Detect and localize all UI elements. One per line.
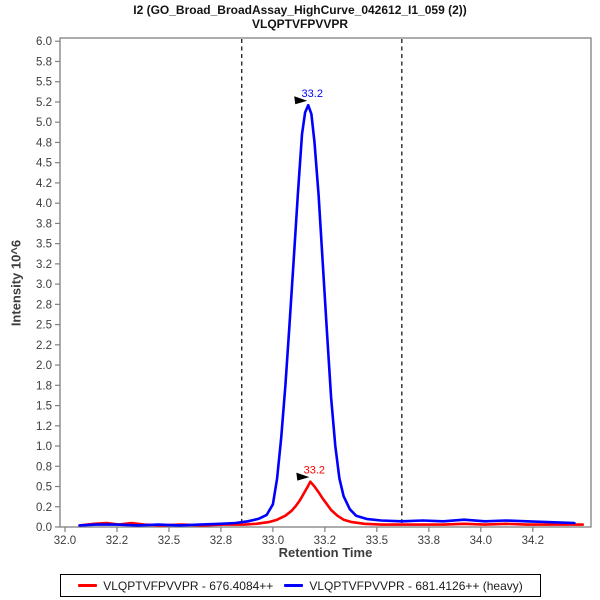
chart-title-line2: VLQPTVFPVVPR [251,17,349,31]
y-tick-label: 1.8 [36,380,52,392]
legend: VLQPTVFPVVPR - 676.4084++ VLQPTVFPVVPR - … [60,574,541,597]
y-tick-label: 3.0 [36,279,52,291]
peak-rt-annotation-1[interactable]: 33.2 [302,88,323,100]
peak-annotation-arrow-0[interactable] [296,472,310,481]
y-tick-label: 3.2 [36,259,52,271]
y-tick-label: 0.2 [36,502,52,514]
x-tick-label: 32.5 [158,535,180,547]
y-tick-label: 5.2 [36,97,52,109]
y-tick-label: 4.2 [36,178,52,190]
y-tick-label: 2.8 [36,299,52,311]
legend-entry-light: VLQPTVFPVVPR - 676.4084++ [78,579,273,593]
y-tick-label: 4.5 [36,158,52,170]
y-tick-label: 0.8 [36,461,52,473]
y-tick-label: 3.8 [36,218,52,230]
x-tick-label: 33.0 [262,535,284,547]
peak-rt-annotation-0[interactable]: 33.2 [304,465,325,477]
x-tick-label: 33.8 [418,535,440,547]
y-tick-label: 2.2 [36,340,52,352]
x-axis-title: Retention Time [278,545,373,560]
y-tick-label: 1.0 [36,441,52,453]
chromatogram-curve-light[interactable] [78,480,585,527]
chromatogram-curve-heavy[interactable] [78,103,576,527]
y-tick-label: 4.0 [36,198,52,210]
y-axis-title: Intensity 10^6 [8,239,24,327]
y-tick-label: 6.0 [36,36,52,48]
chart-title-line1: I2 (GO_Broad_BroadAssay_HighCurve_042612… [133,3,467,17]
y-tick-label: 2.0 [36,360,52,372]
x-tick-label: 33.5 [366,535,388,547]
legend-label: VLQPTVFPVVPR - 681.4126++ (heavy) [309,578,523,593]
x-tick-label: 32.8 [210,535,232,547]
legend-swatch-icon [284,584,304,587]
x-tick-label: 33.2 [314,535,336,547]
y-tick-label: 5.5 [36,77,52,89]
legend-entry-heavy: VLQPTVFPVVPR - 681.4126++ (heavy) [284,578,523,593]
x-tick-label: 32.2 [106,535,128,547]
y-tick-label: 4.8 [36,137,52,149]
y-tick-label: 2.5 [36,320,52,332]
x-tick-label: 32.0 [54,535,76,547]
y-tick-label: 1.5 [36,401,52,413]
y-tick-label: 5.8 [36,56,52,68]
y-tick-label: 0.5 [36,482,52,494]
peak-annotation-arrow-1[interactable] [294,96,308,105]
y-tick-label: 1.2 [36,421,52,433]
plot-frame [59,37,592,528]
legend-label: VLQPTVFPVVPR - 676.4084++ [103,578,274,593]
legend-swatch-icon [78,584,98,587]
x-tick-label: 34.0 [470,535,492,547]
chart-title: I2 (GO_Broad_BroadAssay_HighCurve_042612… [0,3,600,31]
y-tick-label: 0.0 [36,522,52,534]
y-tick-label: 5.0 [36,117,52,129]
x-tick-label: 34.2 [522,535,544,547]
y-tick-label: 3.5 [36,239,52,251]
